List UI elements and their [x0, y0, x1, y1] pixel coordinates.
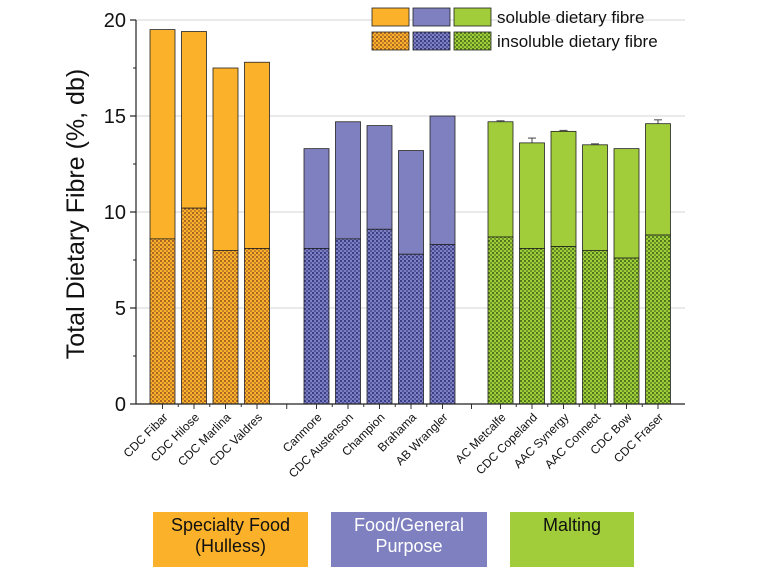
bar-soluble-cdc-fraser	[645, 123, 671, 236]
group-label-line: Food/General	[353, 515, 465, 535]
bar-soluble-canmore	[303, 148, 330, 249]
group-label-line: Specialty Food	[170, 515, 291, 535]
group-label-line: Malting	[542, 515, 602, 535]
group-label-specialty: Specialty Food (Hulless)	[153, 512, 308, 567]
y-tick-label-10: 10	[104, 202, 126, 224]
bar-insoluble-cdc-copeland	[519, 248, 545, 405]
y-tick-label-20: 20	[104, 10, 126, 32]
bar-soluble-cdc-bow	[613, 148, 640, 259]
bar-soluble-aac-connect	[582, 144, 608, 251]
bar-soluble-champion	[366, 125, 393, 230]
bar-insoluble-cdc-hilose	[181, 207, 207, 405]
bar-insoluble-cdc-bow	[613, 257, 640, 405]
legend-swatch-insoluble-malting	[453, 31, 492, 51]
bar-soluble-cdc-valdres	[244, 61, 270, 249]
legend-swatch-soluble-malting	[453, 7, 492, 27]
group-label-line: (Hulless)	[194, 536, 266, 556]
group-label-food-general: Food/General Purpose	[331, 512, 487, 567]
y-tick-label-5: 5	[115, 298, 126, 320]
bar-insoluble-cdc-valdres	[244, 248, 270, 405]
legend-swatch-insoluble-food-general	[412, 31, 451, 51]
group-label-malting: Malting	[510, 512, 634, 567]
bar-soluble-ab-wrangler	[429, 115, 456, 246]
legend-swatch-soluble-food-general	[412, 7, 451, 27]
bar-insoluble-champion	[366, 228, 393, 405]
y-tick-label-15: 15	[104, 106, 126, 128]
bar-soluble-brahama	[398, 150, 424, 255]
axis-layer	[130, 19, 685, 409]
bar-insoluble-canmore	[303, 248, 330, 405]
bar-soluble-cdc-marlina	[212, 67, 239, 251]
bar-soluble-cdc-copeland	[519, 142, 545, 249]
group-label-line: Purpose	[375, 536, 443, 556]
bar-insoluble-aac-synergy	[550, 246, 577, 405]
bar-insoluble-cdc-marlina	[212, 249, 239, 405]
bar-insoluble-brahama	[398, 253, 424, 405]
bar-soluble-cdc-hilose	[181, 31, 207, 209]
y-axis-title: Total Dietary Fibre (%, db)	[62, 69, 90, 359]
bar-soluble-cdc-austenson	[335, 121, 361, 240]
legend: soluble dietary fibre insoluble dietary f…	[371, 7, 658, 51]
bar-insoluble-aac-connect	[582, 249, 608, 405]
y-tick-label-0: 0	[115, 394, 126, 416]
bar-layer	[149, 29, 671, 405]
bar-insoluble-ac-metcalfe	[487, 236, 514, 405]
bar-insoluble-cdc-fraser	[645, 234, 671, 405]
legend-label-insoluble: insoluble dietary fibre	[497, 32, 658, 51]
legend-swatch-insoluble-specialty	[371, 31, 410, 51]
bar-soluble-aac-synergy	[550, 130, 577, 247]
bar-soluble-ac-metcalfe	[487, 121, 514, 238]
legend-label-soluble: soluble dietary fibre	[497, 8, 644, 27]
legend-swatch-soluble-specialty	[371, 7, 410, 27]
bar-insoluble-ab-wrangler	[429, 244, 456, 405]
bar-insoluble-cdc-fibar	[149, 238, 176, 405]
bar-soluble-cdc-fibar	[149, 29, 176, 240]
bar-insoluble-cdc-austenson	[335, 238, 361, 405]
